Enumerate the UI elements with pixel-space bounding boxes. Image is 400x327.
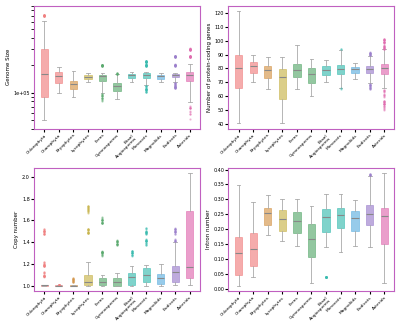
Y-axis label: Genome Size: Genome Size: [6, 49, 10, 85]
PathPatch shape: [337, 208, 344, 228]
Y-axis label: Intron number: Intron number: [206, 210, 210, 250]
PathPatch shape: [308, 224, 315, 257]
PathPatch shape: [366, 66, 373, 73]
PathPatch shape: [113, 278, 121, 285]
PathPatch shape: [337, 65, 344, 74]
PathPatch shape: [70, 81, 77, 89]
PathPatch shape: [157, 75, 164, 78]
PathPatch shape: [172, 266, 179, 282]
PathPatch shape: [235, 237, 242, 275]
PathPatch shape: [264, 66, 271, 78]
PathPatch shape: [279, 69, 286, 98]
PathPatch shape: [250, 233, 257, 266]
PathPatch shape: [142, 268, 150, 282]
PathPatch shape: [99, 75, 106, 81]
PathPatch shape: [293, 212, 300, 233]
PathPatch shape: [40, 49, 48, 97]
Y-axis label: Copy number: Copy number: [14, 211, 19, 248]
PathPatch shape: [142, 73, 150, 77]
PathPatch shape: [40, 284, 48, 285]
PathPatch shape: [128, 273, 135, 284]
PathPatch shape: [128, 74, 135, 78]
PathPatch shape: [366, 205, 373, 225]
PathPatch shape: [293, 64, 300, 77]
PathPatch shape: [172, 74, 179, 77]
PathPatch shape: [322, 66, 330, 75]
PathPatch shape: [186, 72, 194, 81]
PathPatch shape: [113, 83, 121, 91]
PathPatch shape: [250, 62, 257, 73]
PathPatch shape: [308, 68, 315, 83]
PathPatch shape: [381, 64, 388, 74]
PathPatch shape: [235, 55, 242, 88]
PathPatch shape: [84, 275, 92, 285]
PathPatch shape: [352, 67, 359, 73]
PathPatch shape: [84, 75, 92, 79]
PathPatch shape: [279, 210, 286, 231]
PathPatch shape: [352, 211, 359, 231]
PathPatch shape: [55, 73, 62, 83]
Y-axis label: Number of protein-coding genes: Number of protein-coding genes: [207, 23, 212, 112]
PathPatch shape: [157, 274, 164, 284]
PathPatch shape: [322, 209, 330, 232]
PathPatch shape: [186, 211, 194, 278]
PathPatch shape: [381, 208, 388, 244]
PathPatch shape: [99, 278, 106, 285]
PathPatch shape: [264, 208, 271, 225]
